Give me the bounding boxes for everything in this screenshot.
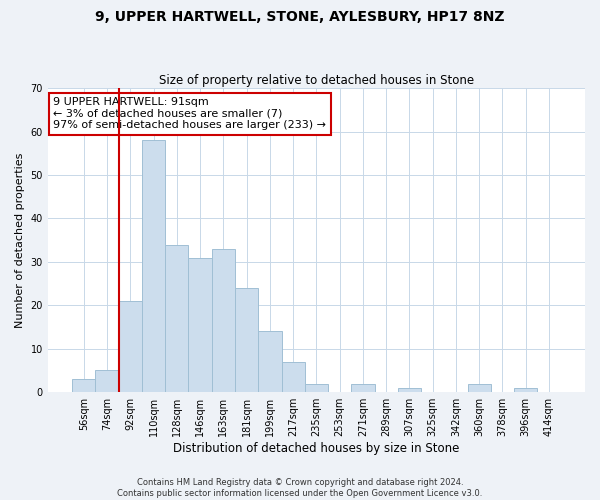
- X-axis label: Distribution of detached houses by size in Stone: Distribution of detached houses by size …: [173, 442, 460, 455]
- Bar: [212, 249, 235, 392]
- Bar: [305, 384, 328, 392]
- Bar: [281, 362, 305, 392]
- Bar: [188, 258, 212, 392]
- Bar: [235, 288, 258, 392]
- Bar: [514, 388, 538, 392]
- Text: Contains HM Land Registry data © Crown copyright and database right 2024.
Contai: Contains HM Land Registry data © Crown c…: [118, 478, 482, 498]
- Bar: [142, 140, 165, 392]
- Bar: [119, 301, 142, 392]
- Bar: [165, 244, 188, 392]
- Title: Size of property relative to detached houses in Stone: Size of property relative to detached ho…: [159, 74, 474, 87]
- Bar: [467, 384, 491, 392]
- Bar: [351, 384, 374, 392]
- Text: 9, UPPER HARTWELL, STONE, AYLESBURY, HP17 8NZ: 9, UPPER HARTWELL, STONE, AYLESBURY, HP1…: [95, 10, 505, 24]
- Bar: [95, 370, 119, 392]
- Bar: [72, 379, 95, 392]
- Y-axis label: Number of detached properties: Number of detached properties: [15, 152, 25, 328]
- Text: 9 UPPER HARTWELL: 91sqm
← 3% of detached houses are smaller (7)
97% of semi-deta: 9 UPPER HARTWELL: 91sqm ← 3% of detached…: [53, 98, 326, 130]
- Bar: [398, 388, 421, 392]
- Bar: [258, 332, 281, 392]
